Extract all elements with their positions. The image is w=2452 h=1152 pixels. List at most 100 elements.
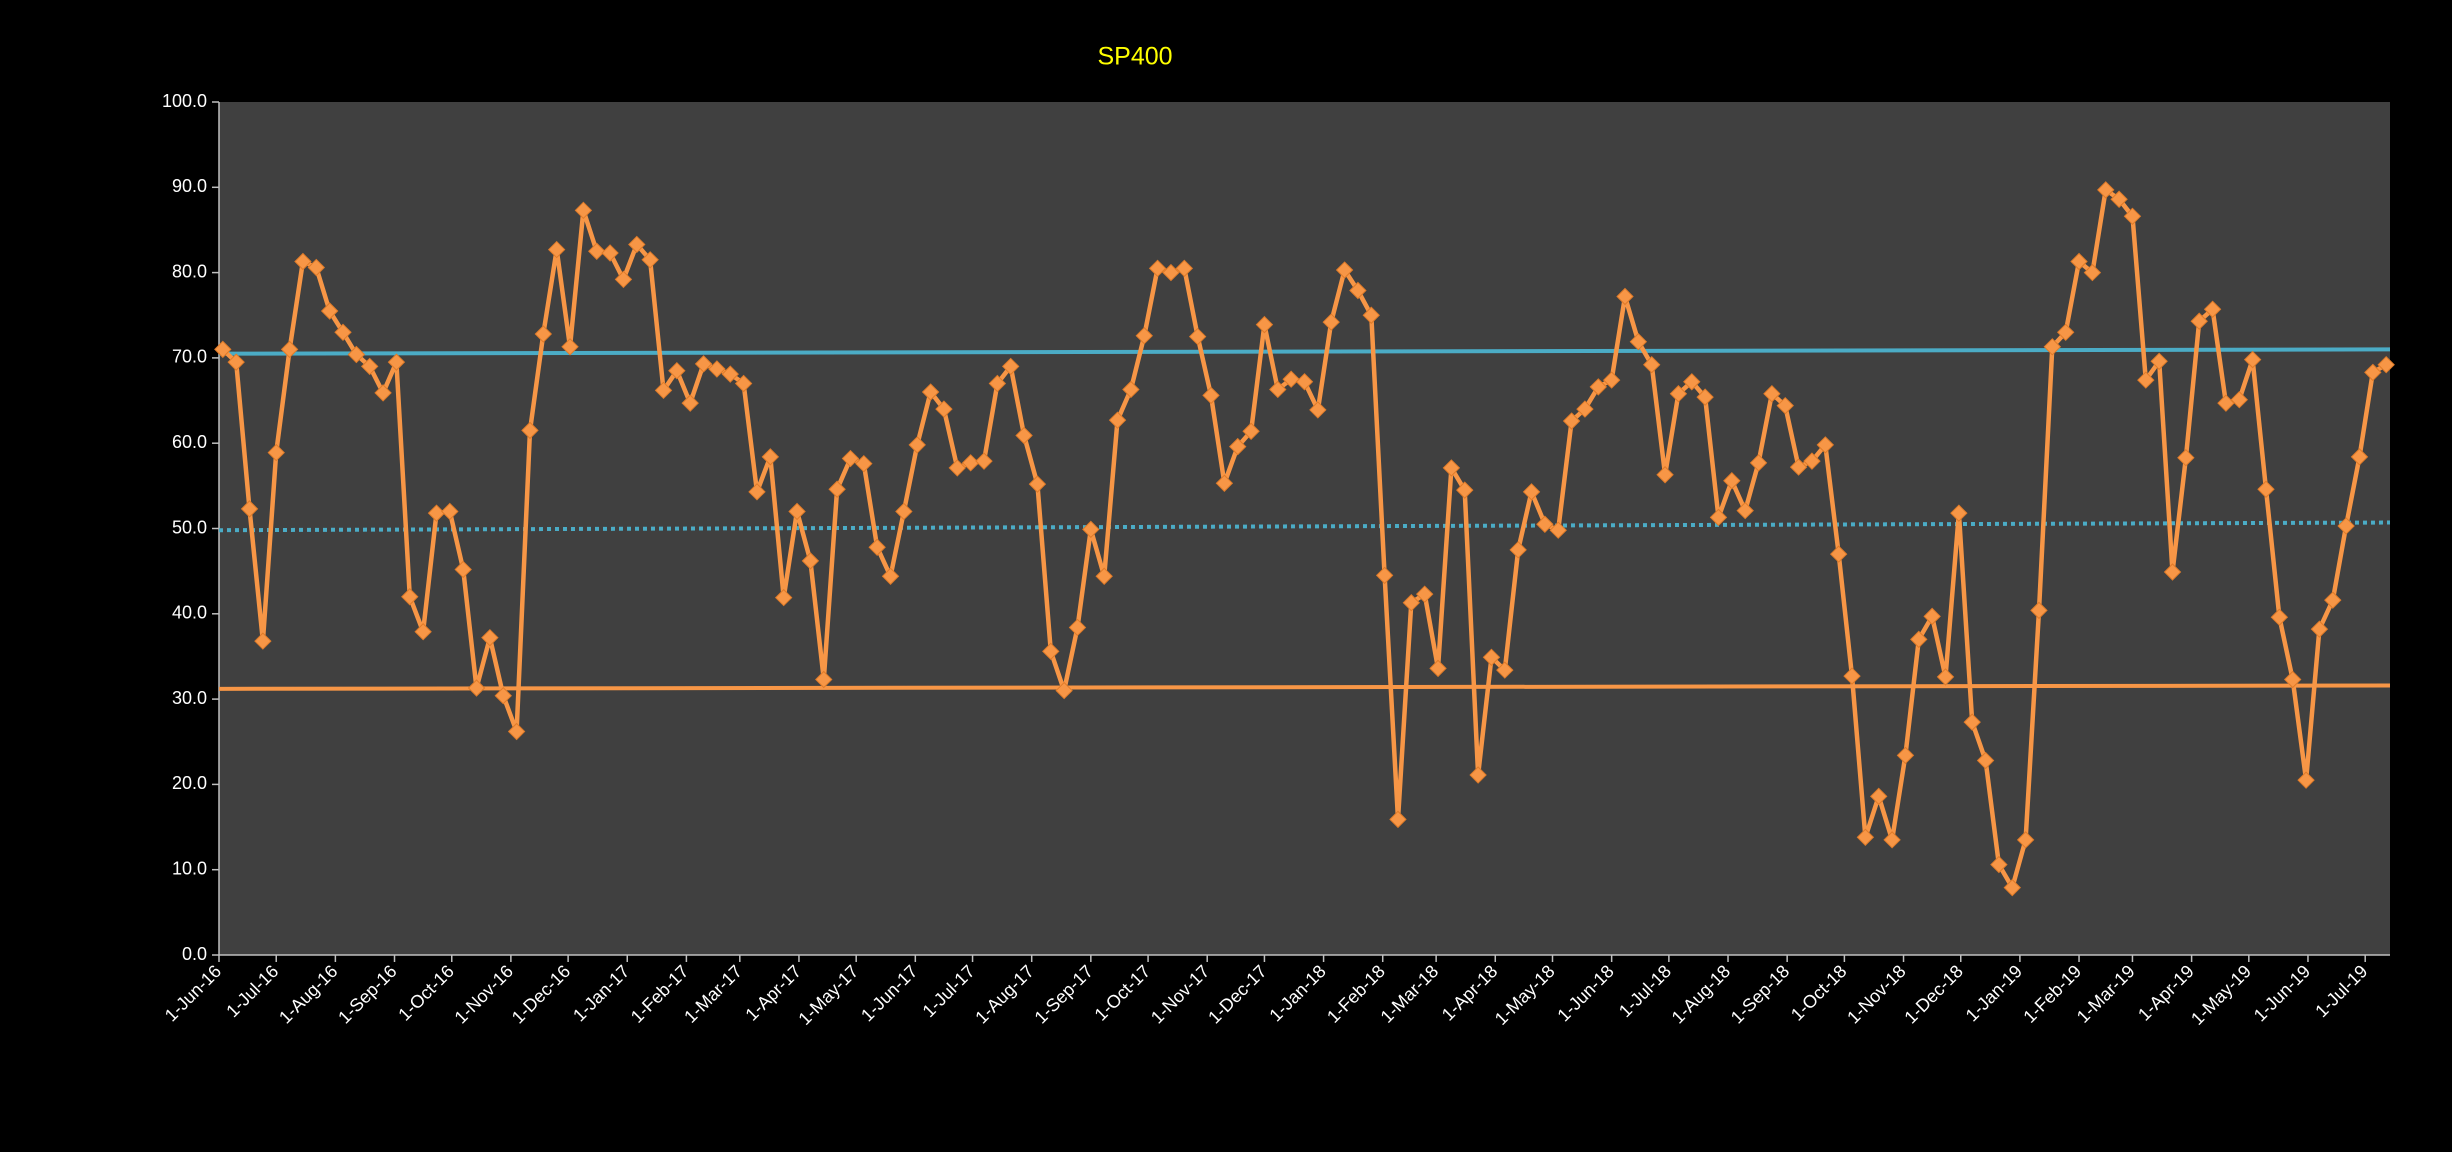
marker <box>1148 259 1167 278</box>
marker <box>481 628 499 647</box>
plot-area <box>219 102 2390 955</box>
marker <box>347 345 366 364</box>
marker <box>254 632 272 650</box>
marker <box>507 722 526 741</box>
marker <box>1709 508 1728 527</box>
marker <box>2097 181 2115 199</box>
marker <box>761 448 780 466</box>
marker <box>267 443 285 462</box>
marker <box>1402 594 1421 612</box>
marker <box>881 567 900 585</box>
marker <box>307 258 326 277</box>
marker <box>1870 787 1888 806</box>
marker <box>1509 541 1527 559</box>
marker <box>494 686 512 705</box>
marker <box>801 552 820 570</box>
marker <box>895 502 913 521</box>
marker <box>1108 411 1127 429</box>
y-tick-label: 70.0 <box>172 347 207 367</box>
marker <box>2110 190 2128 208</box>
marker <box>2056 323 2075 342</box>
marker <box>401 588 419 606</box>
marker <box>1242 422 1260 440</box>
marker <box>961 454 980 472</box>
marker <box>2324 591 2342 609</box>
marker <box>2003 878 2021 897</box>
marker <box>2230 390 2248 409</box>
marker <box>561 338 579 356</box>
marker <box>734 374 753 393</box>
marker <box>921 383 940 401</box>
marker <box>1763 385 1781 403</box>
y-tick-label: 60.0 <box>172 432 207 452</box>
marker <box>374 384 392 402</box>
marker <box>1055 681 1073 700</box>
marker <box>868 538 886 556</box>
marker <box>2190 312 2208 330</box>
marker <box>828 480 846 498</box>
marker <box>1389 810 1407 829</box>
marker <box>1456 481 1474 499</box>
marker <box>441 502 459 521</box>
marker <box>534 325 553 343</box>
marker <box>1002 357 1020 376</box>
trend-line <box>218 347 2391 356</box>
marker <box>1816 436 1835 454</box>
marker <box>641 251 659 269</box>
marker <box>1442 459 1461 477</box>
marker <box>521 421 539 440</box>
marker <box>1656 466 1674 484</box>
marker <box>467 679 486 697</box>
marker <box>2283 670 2302 689</box>
marker <box>1015 426 1033 445</box>
marker <box>588 242 606 260</box>
y-tick-label: 80.0 <box>172 261 207 281</box>
marker <box>2016 831 2035 849</box>
marker <box>2043 338 2062 356</box>
marker <box>2364 363 2382 382</box>
marker <box>1829 545 1848 563</box>
marker <box>227 353 245 371</box>
marker <box>2203 300 2222 318</box>
marker <box>1349 281 1367 300</box>
marker <box>547 240 566 259</box>
marker <box>2297 771 2315 789</box>
marker <box>601 244 619 262</box>
marker <box>1215 474 1234 492</box>
marker <box>454 560 472 579</box>
marker <box>721 365 739 383</box>
marker <box>1950 504 1968 522</box>
marker <box>681 394 699 412</box>
marker <box>1602 371 1621 389</box>
marker <box>2270 608 2289 626</box>
marker <box>1135 327 1153 345</box>
marker <box>1549 521 1567 539</box>
marker <box>1896 746 1915 765</box>
marker <box>2257 480 2275 498</box>
marker <box>1469 766 1487 784</box>
marker <box>2150 352 2168 371</box>
marker <box>815 670 833 689</box>
marker <box>975 452 993 470</box>
marker <box>1856 828 1875 846</box>
marker <box>748 483 766 501</box>
marker <box>1576 400 1594 418</box>
marker <box>988 374 1007 393</box>
marker <box>1482 648 1501 667</box>
marker <box>1496 661 1514 679</box>
marker <box>334 323 352 342</box>
marker <box>361 357 379 376</box>
marker <box>2070 252 2088 271</box>
marker <box>1322 313 1340 331</box>
marker <box>2083 263 2102 282</box>
marker <box>1643 356 1661 374</box>
marker <box>774 588 793 607</box>
marker <box>2350 448 2369 466</box>
marker <box>280 340 299 359</box>
marker <box>1282 370 1300 388</box>
marker <box>574 201 593 220</box>
marker <box>1522 483 1541 501</box>
marker <box>1910 630 1928 649</box>
marker <box>2030 601 2048 620</box>
